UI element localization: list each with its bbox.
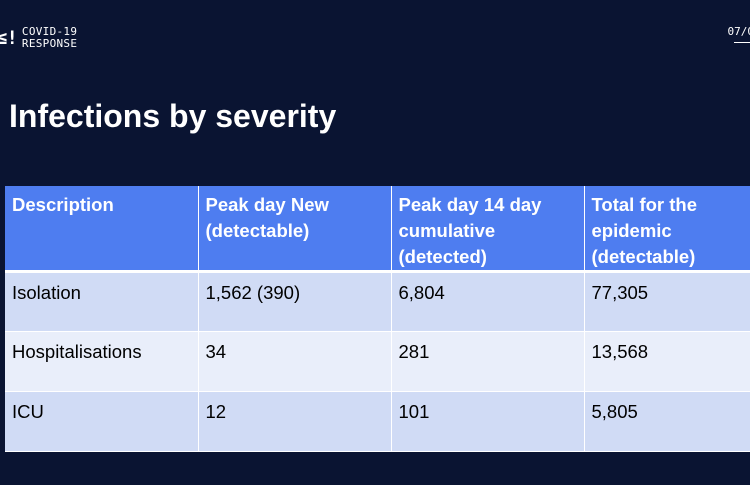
slide-title: Infections by severity — [9, 98, 337, 134]
table-cell: ICU — [5, 391, 199, 452]
header-peak-day-new: Peak day New (detectable) — [198, 186, 392, 273]
table-cell: Hospitalisations — [5, 331, 199, 392]
table-row: Hospitalisations 34 281 13,568 — [5, 331, 750, 392]
table-cell: 101 — [391, 391, 585, 452]
table-cell: 34 — [198, 331, 392, 392]
table-cell: Isolation — [5, 271, 199, 332]
header-total-epidemic: Total for the epidemic (detectable) — [584, 186, 750, 273]
slide-number: 07/0 — [727, 25, 750, 38]
table-row: ICU 12 101 5,805 — [5, 391, 750, 452]
table-cell: 6,804 — [391, 271, 585, 332]
brand-logo: ≤! COVID-19 RESPONSE — [0, 26, 77, 50]
table-header-row: Description Peak day New (detectable) Pe… — [5, 186, 750, 273]
brand-line-1: COVID-19 — [21, 25, 78, 38]
slide-number-underline — [734, 42, 750, 43]
header-peak-14-day-cumulative: Peak day 14 day cumulative (detected) — [391, 186, 585, 273]
table-cell: 1,562 (390) — [198, 271, 392, 332]
brand-text: COVID-19 RESPONSE — [22, 26, 77, 50]
severity-table: Description Peak day New (detectable) Pe… — [5, 186, 750, 452]
brand-mark-icon: ≤! — [0, 26, 18, 49]
table-row: Isolation 1,562 (390) 6,804 77,305 — [5, 271, 750, 332]
table-cell: 281 — [391, 331, 585, 392]
table-cell: 13,568 — [584, 331, 750, 392]
header-description: Description — [5, 186, 199, 273]
table-cell: 12 — [198, 391, 392, 452]
brand-line-2: RESPONSE — [21, 37, 78, 50]
table-cell: 5,805 — [584, 391, 750, 452]
table-cell: 77,305 — [584, 271, 750, 332]
